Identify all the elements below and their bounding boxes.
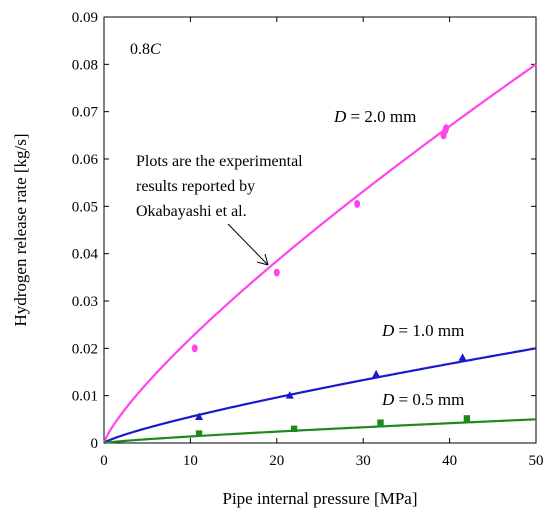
x-tick-label: 40	[442, 453, 457, 469]
series-label-05mm-rest: = 0.5 mm	[394, 390, 464, 409]
series-label-05mm: D = 0.5 mm	[381, 390, 464, 409]
data-point-series-1	[195, 412, 204, 420]
series-label-2mm: D = 2.0 mm	[333, 107, 416, 126]
series-label-2mm-rest: = 2.0 mm	[346, 107, 416, 126]
y-tick-label: 0.06	[72, 152, 99, 168]
data-point-series-1	[458, 353, 467, 361]
x-axis-title: Pipe internal pressure [MPa]	[223, 489, 418, 508]
annotation-arrow	[227, 223, 269, 266]
condition-label: 0.8C	[130, 41, 161, 58]
data-point-series-0	[443, 124, 450, 133]
data-point-series-1	[285, 391, 294, 399]
y-axis-title: Hydrogen release rate [kg/s]	[11, 133, 30, 326]
x-tick-label: 20	[269, 453, 284, 469]
series-label-1mm-rest: = 1.0 mm	[394, 321, 464, 340]
condition-label-prefix: 0.8	[130, 41, 150, 58]
fit-curve-series-0	[102, 63, 537, 444]
data-point-series-1	[372, 369, 381, 378]
data-markers	[191, 124, 471, 437]
fit-curve-series-1	[103, 347, 537, 444]
y-tick-label: 0.07	[72, 105, 99, 121]
data-point-series-2	[463, 415, 471, 422]
annotation-line-2: results reported by	[136, 178, 255, 195]
fit-curves	[102, 63, 537, 445]
fit-curve-series-2	[103, 418, 537, 445]
series-label-1mm-d: D	[381, 321, 395, 340]
annotation-line-1: Plots are the experimental	[136, 153, 303, 170]
axis-ticks	[103, 16, 537, 444]
y-tick-label: 0.03	[72, 294, 98, 310]
data-point-series-0	[191, 344, 198, 353]
plot-frame	[103, 16, 537, 444]
y-tick-label: 0.02	[72, 341, 98, 357]
x-tick-label: 30	[356, 453, 371, 469]
data-point-series-0	[354, 199, 361, 208]
y-tick-label: 0.05	[72, 199, 98, 215]
series-label-2mm-d: D	[333, 107, 347, 126]
y-tick-label: 0.09	[72, 10, 98, 26]
y-tick-label: 0.04	[72, 247, 99, 263]
series-label-1mm: D = 1.0 mm	[381, 321, 464, 340]
x-tick-label: 10	[183, 453, 198, 469]
x-tick-label: 0	[100, 453, 108, 469]
data-point-series-0	[273, 268, 280, 277]
y-tick-label: 0.08	[72, 57, 98, 73]
x-tick-label: 50	[529, 453, 544, 469]
data-point-series-2	[377, 419, 384, 426]
y-tick-label: 0	[91, 436, 99, 452]
annotation-arrow-shaft	[227, 223, 269, 266]
y-tick-label: 0.01	[72, 389, 98, 405]
annotation-arrow-head	[256, 253, 269, 266]
data-point-series-2	[195, 430, 203, 437]
series-label-05mm-d: D	[381, 390, 395, 409]
annotation-line-3: Okabayashi et al.	[136, 203, 247, 220]
data-point-series-2	[290, 425, 298, 432]
condition-label-italic: C	[150, 41, 161, 58]
tick-labels: 0 10 20 30 40 50 0 0.01 0.02 0.03 0.04 0.05 0.06 0.07…	[72, 10, 544, 469]
